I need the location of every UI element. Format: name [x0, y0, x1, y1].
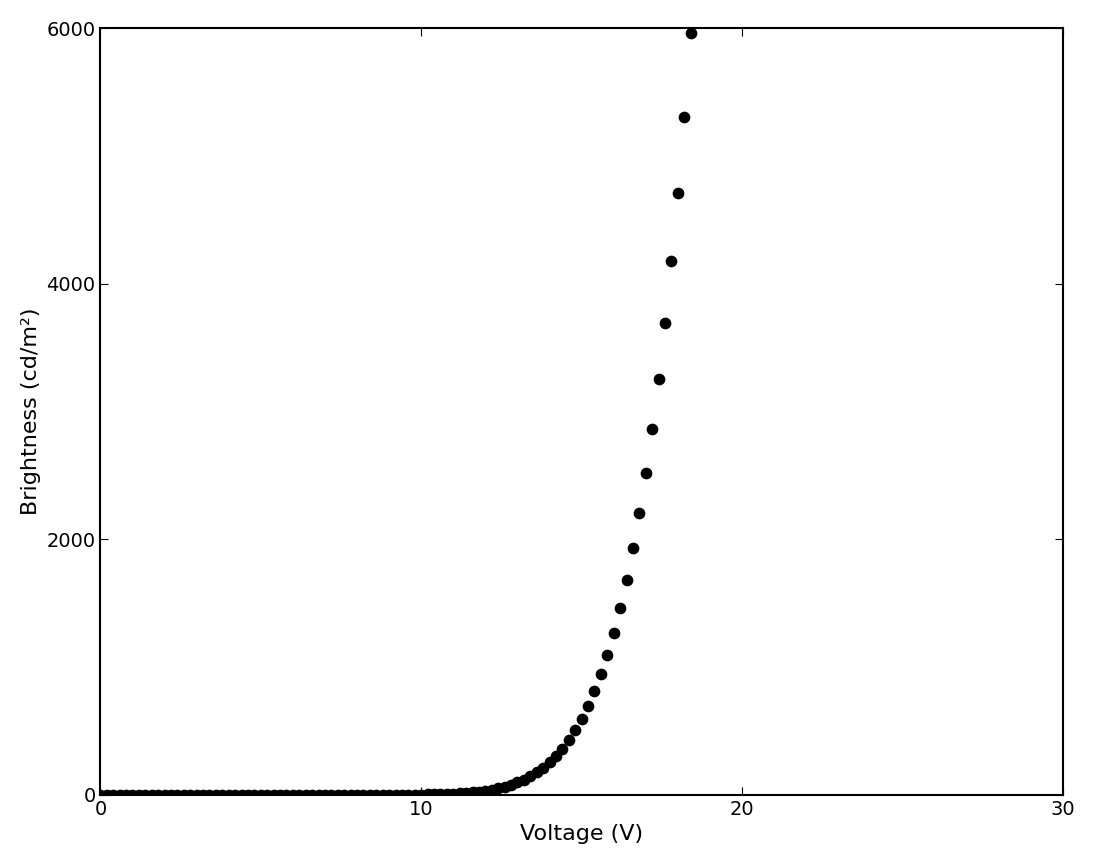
Point: [98, 788, 115, 802]
Point: [227, 788, 244, 802]
Point: [515, 772, 533, 786]
Point: [367, 788, 385, 802]
Point: [380, 788, 398, 802]
Point: [567, 723, 584, 737]
Point: [329, 788, 346, 802]
Point: [425, 787, 443, 801]
Point: [528, 766, 546, 779]
Point: [156, 788, 173, 802]
Point: [553, 741, 571, 755]
Point: [657, 317, 674, 330]
Point: [310, 788, 328, 802]
Point: [290, 788, 308, 802]
Point: [618, 573, 636, 586]
Point: [457, 786, 475, 800]
Point: [130, 788, 148, 802]
Point: [669, 186, 686, 200]
Point: [117, 788, 135, 802]
Point: [432, 787, 449, 801]
Point: [137, 788, 155, 802]
Point: [259, 788, 276, 802]
Point: [438, 787, 456, 801]
Point: [124, 788, 141, 802]
Point: [509, 775, 526, 789]
Point: [220, 788, 238, 802]
Point: [297, 788, 315, 802]
Point: [361, 788, 378, 802]
Point: [560, 734, 578, 747]
Point: [535, 760, 552, 774]
Point: [477, 784, 494, 798]
Point: [643, 421, 661, 435]
Point: [284, 788, 301, 802]
Point: [675, 110, 693, 124]
Point: [445, 787, 463, 801]
Point: [232, 788, 250, 802]
Point: [111, 788, 128, 802]
Point: [573, 712, 591, 726]
Point: [169, 788, 186, 802]
Point: [194, 788, 212, 802]
Point: [142, 788, 160, 802]
Point: [682, 26, 699, 40]
Point: [272, 788, 289, 802]
Point: [349, 788, 366, 802]
Point: [304, 788, 321, 802]
Point: [387, 788, 404, 802]
Point: [322, 788, 340, 802]
Point: [277, 788, 295, 802]
Point: [630, 506, 648, 520]
Point: [201, 788, 218, 802]
Point: [464, 785, 481, 799]
Point: [187, 788, 205, 802]
Point: [406, 788, 423, 802]
Point: [265, 788, 283, 802]
Point: [598, 648, 616, 662]
Point: [637, 466, 654, 480]
Point: [502, 778, 520, 791]
Point: [605, 626, 623, 640]
Point: [355, 788, 373, 802]
Point: [495, 779, 513, 793]
Point: [400, 788, 418, 802]
X-axis label: Voltage (V): Voltage (V): [521, 824, 643, 844]
Point: [207, 788, 225, 802]
Point: [592, 667, 609, 681]
Y-axis label: Brightness (cd/m²): Brightness (cd/m²): [21, 308, 41, 516]
Point: [540, 755, 558, 769]
Point: [663, 254, 681, 268]
Point: [470, 785, 488, 798]
Point: [374, 788, 391, 802]
Point: [547, 749, 564, 763]
Point: [182, 788, 199, 802]
Point: [104, 788, 122, 802]
Point: [580, 699, 597, 713]
Point: [490, 781, 507, 795]
Point: [239, 788, 256, 802]
Point: [335, 788, 353, 802]
Point: [149, 788, 167, 802]
Point: [612, 601, 629, 615]
Point: [483, 783, 501, 797]
Point: [252, 788, 270, 802]
Point: [450, 786, 468, 800]
Point: [625, 541, 642, 555]
Point: [393, 788, 411, 802]
Point: [412, 788, 430, 802]
Point: [246, 788, 263, 802]
Point: [585, 684, 603, 698]
Point: [162, 788, 180, 802]
Point: [419, 787, 436, 801]
Point: [342, 788, 359, 802]
Point: [316, 788, 333, 802]
Point: [175, 788, 193, 802]
Point: [214, 788, 231, 802]
Point: [650, 372, 667, 386]
Point: [92, 788, 110, 802]
Point: [522, 769, 539, 783]
